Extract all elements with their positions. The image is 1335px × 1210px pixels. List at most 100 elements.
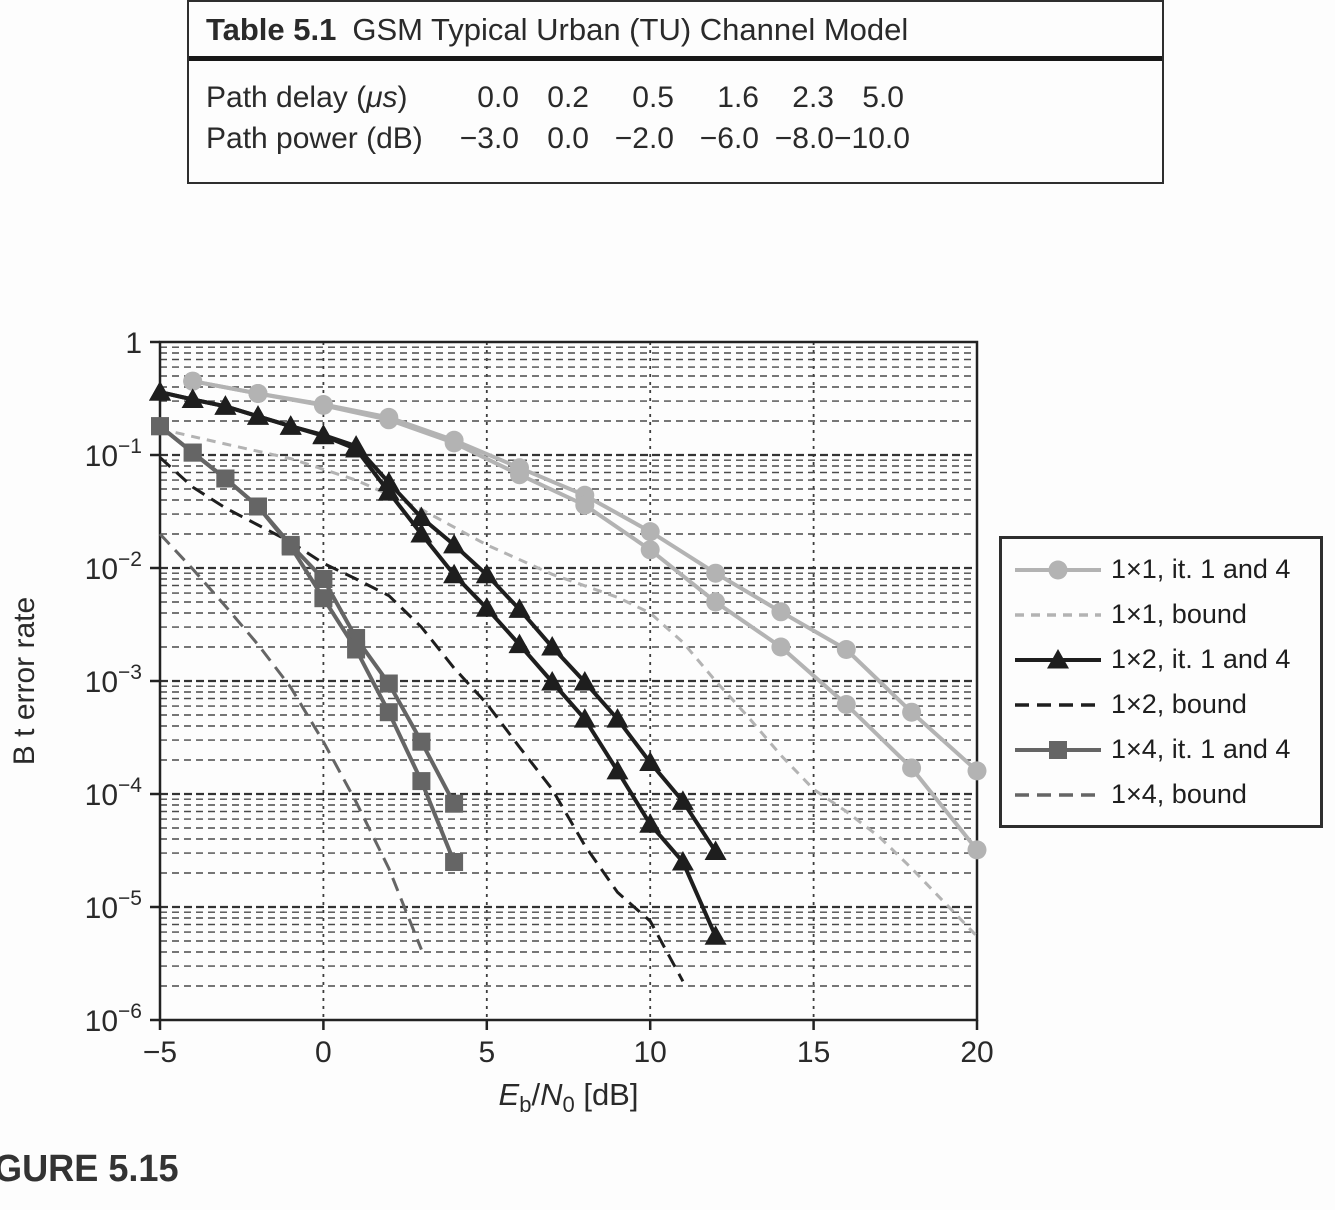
triangle-marker-icon <box>704 840 727 860</box>
series-1-2-it-1 <box>149 381 727 860</box>
legend-item: 1×1, it. 1 and 4 <box>1012 547 1320 592</box>
series-1-2-it-4 <box>149 381 727 945</box>
table-cell: −2.0 <box>614 122 674 155</box>
triangle-marker-icon <box>1047 648 1069 668</box>
svg-text:1: 1 <box>125 327 142 360</box>
svg-text:10: 10 <box>634 1036 667 1069</box>
triangle-marker-icon <box>279 415 302 435</box>
series-1-1-bound <box>159 427 979 938</box>
table-cell: −6.0 <box>699 122 759 155</box>
circle-marker-icon <box>706 592 726 612</box>
legend-item: 1×4, it. 1 and 4 <box>1012 727 1320 772</box>
triangle-marker-icon <box>410 506 433 526</box>
triangle-marker-icon <box>410 523 433 543</box>
table-cell: 0.5 <box>632 81 674 114</box>
triangle-marker-icon <box>443 533 466 554</box>
svg-text:10−6: 10−6 <box>85 1000 142 1038</box>
circle-marker-icon <box>706 563 726 583</box>
triangle-marker-icon <box>181 388 204 408</box>
circle-marker-icon <box>967 761 987 781</box>
square-marker-icon <box>216 469 235 488</box>
circle-marker-icon <box>902 702 922 722</box>
circle-marker-icon <box>902 758 922 778</box>
svg-text:10−5: 10−5 <box>85 887 142 925</box>
figure-caption: GURE 5.15 <box>0 1148 179 1190</box>
svg-text:0: 0 <box>315 1036 332 1069</box>
triangle-marker-icon <box>508 633 531 654</box>
svg-text:5: 5 <box>478 1036 495 1069</box>
triangle-marker-icon <box>443 563 466 584</box>
triangle-marker-icon <box>671 851 694 871</box>
legend-label: 1×4, bound <box>1111 779 1247 809</box>
legend-label: 1×2, it. 1 and 4 <box>1111 644 1291 674</box>
triangle-marker-icon <box>573 708 596 728</box>
triangle-marker-icon <box>606 708 629 728</box>
triangle-marker-icon <box>247 405 269 425</box>
table-title-text: GSM Typical Urban (TU) Channel Model <box>352 12 909 47</box>
triangle-marker-icon <box>541 636 564 656</box>
series-1-4-bound <box>158 532 423 951</box>
circle-marker-icon <box>640 540 660 560</box>
table-title: Table 5.1 GSM Typical Urban (TU) Channel … <box>189 2 1162 61</box>
chart-legend: 1×1, it. 1 and 4 1×1, bound 1×2, it. 1 and… <box>999 536 1323 828</box>
table-cell: −3.0 <box>459 122 519 155</box>
legend-sample <box>1015 560 1101 579</box>
svg-text:10−4: 10−4 <box>85 774 143 812</box>
gridlines <box>160 342 977 1020</box>
legend-label: 1×4, it. 1 and 4 <box>1111 734 1291 764</box>
square-marker-icon <box>379 674 398 693</box>
table-cell: 5.0 <box>862 81 904 114</box>
triangle-marker-icon <box>214 395 237 415</box>
triangle-marker-icon <box>671 790 694 810</box>
table-cell: 1.6 <box>717 81 759 114</box>
table-cell: −10.0 <box>834 122 910 155</box>
x-axis-title: Eb​/N0​ [dB] <box>499 1077 639 1117</box>
table-cell: 0.0 <box>477 81 519 114</box>
x-axis: −5 0 5 10 15 20 <box>143 1020 994 1069</box>
row-label: Path power (dB) <box>206 122 423 155</box>
square-marker-icon <box>1049 740 1067 759</box>
channel-model-table: Table 5.1 GSM Typical Urban (TU) Channel … <box>187 0 1164 184</box>
square-marker-icon <box>379 703 398 722</box>
square-marker-icon <box>347 640 366 659</box>
table-row: Path power (dB) −3.0 0.0 −2.0 −6.0 −8.0 −10.0 <box>189 118 1162 159</box>
circle-marker-icon <box>444 433 464 453</box>
circle-marker-icon <box>771 602 791 622</box>
legend-label: 1×1, it. 1 and 4 <box>1111 554 1291 584</box>
legend-sample <box>1015 702 1101 707</box>
row-label: Path delay (μs) <box>206 81 408 114</box>
y-axis-title: B t error rate <box>8 597 41 765</box>
table-body: Path delay (μs) 0.0 0.2 0.5 1.6 2.3 5.0 Path po… <box>189 61 1162 159</box>
table-cell: 0.2 <box>547 81 589 114</box>
triangle-marker-icon <box>312 424 335 445</box>
triangle-marker-icon <box>149 381 171 401</box>
circle-marker-icon <box>771 637 791 657</box>
circle-marker-icon <box>510 465 529 485</box>
square-marker-icon <box>412 772 431 791</box>
table-number: Table 5.1 <box>206 12 337 47</box>
legend-item: 1×4, bound <box>1012 772 1320 817</box>
circle-marker-icon <box>967 840 987 860</box>
square-marker-icon <box>249 497 267 516</box>
table-cell: 2.3 <box>792 81 834 114</box>
triangle-marker-icon <box>573 671 596 691</box>
legend-sample <box>1015 740 1101 759</box>
circle-marker-icon <box>183 371 203 391</box>
legend-sample <box>1015 648 1101 668</box>
square-marker-icon <box>183 443 202 462</box>
triangle-marker-icon <box>345 438 368 458</box>
svg-text:10−3: 10−3 <box>85 661 142 699</box>
legend-item: 1×1, bound <box>1012 592 1320 637</box>
triangle-marker-icon <box>508 598 531 618</box>
triangle-marker-icon <box>704 925 727 945</box>
circle-marker-icon <box>379 410 399 430</box>
svg-text:20: 20 <box>960 1036 993 1069</box>
square-marker-icon <box>314 570 333 588</box>
circle-marker-icon <box>248 384 268 403</box>
square-marker-icon <box>314 589 333 608</box>
square-marker-icon <box>151 417 169 436</box>
triangle-marker-icon <box>639 751 662 771</box>
triangle-marker-icon <box>606 759 629 780</box>
